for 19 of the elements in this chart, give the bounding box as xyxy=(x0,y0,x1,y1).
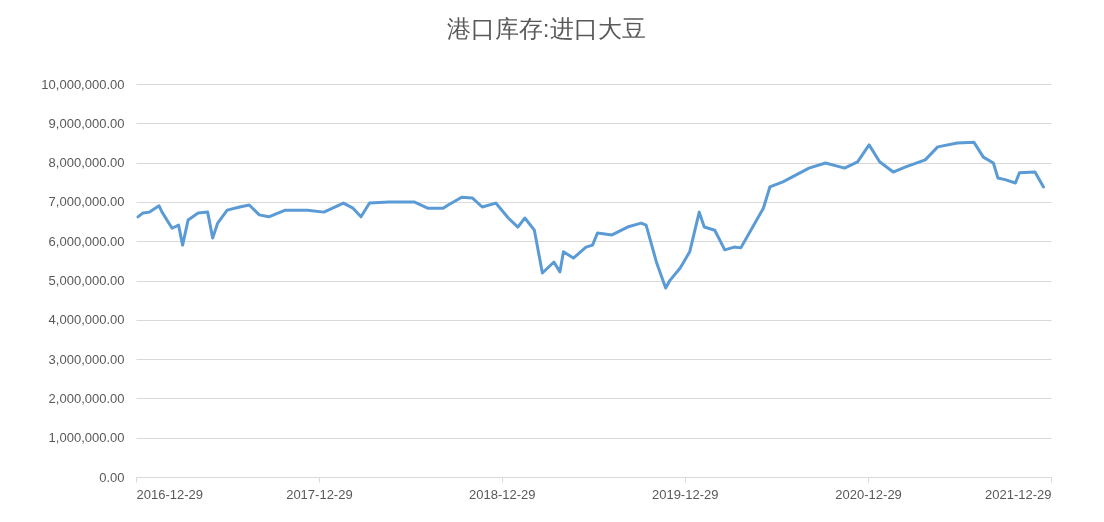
x-tick-label: 2019-12-29 xyxy=(651,486,719,502)
y-tick-label: 1,000,000.00 xyxy=(48,430,125,446)
x-tick-label: 2018-12-29 xyxy=(469,486,536,502)
y-tick-label: 7,000,000.00 xyxy=(48,194,125,210)
y-tick-label: 2,000,000.00 xyxy=(48,390,125,406)
y-tick-label: 9,000,000.00 xyxy=(48,115,125,131)
y-tick-label: 3,000,000.00 xyxy=(48,351,125,367)
y-tick-label: 4,000,000.00 xyxy=(48,312,125,328)
y-tick-label: 10,000,000.00 xyxy=(41,76,125,92)
x-tick-label: 2017-12-29 xyxy=(286,486,353,502)
x-tick-label: 2016-12-29 xyxy=(136,486,203,502)
y-tick-label: 0.00 xyxy=(99,469,125,485)
chart-title: 港口库存:进口大豆 xyxy=(446,15,646,42)
y-tick-label: 5,000,000.00 xyxy=(48,273,125,288)
y-tick-label: 6,000,000.00 xyxy=(48,233,125,249)
y-tick-label: 8,000,000.00 xyxy=(48,155,125,171)
line-series xyxy=(136,140,1045,290)
x-tick-label: 2021-12-29 xyxy=(985,486,1052,502)
x-tick-label: 2020-12-29 xyxy=(835,486,902,502)
